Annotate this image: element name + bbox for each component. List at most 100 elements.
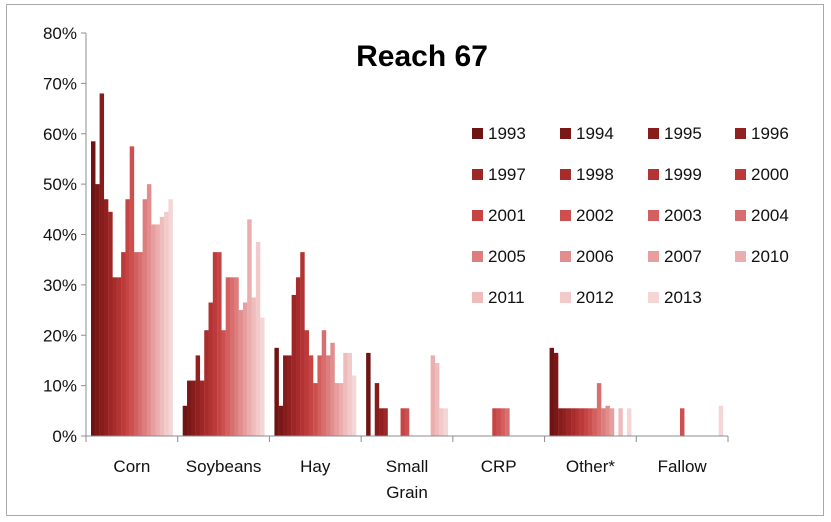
legend-label: 2001 [488,206,526,225]
legend-swatch [648,251,659,262]
bar [164,211,169,436]
bar [343,352,348,436]
legend-label: 2006 [576,247,614,266]
chart-svg: Reach 67 0% 10% 20% 30% 40% 50% 60% 70% 80% Corn So… [43,24,789,502]
legend-swatch [472,292,483,303]
bar [191,380,196,436]
bar [601,408,606,436]
legend-label: 2012 [576,288,614,307]
bar [274,347,279,436]
bar [291,294,297,436]
x-category-label: Other* [566,457,616,476]
bar [605,405,610,436]
bar [326,355,331,436]
bar [99,93,105,436]
legend-label: 2005 [488,247,526,266]
bar [238,310,244,436]
bar [549,347,555,436]
bar [618,408,623,436]
bar [155,224,160,436]
bar [308,355,314,436]
bar [129,146,135,436]
bar [626,408,632,436]
bar [260,317,265,436]
bar [334,383,340,436]
y-tick-label: 30% [43,276,77,295]
bar [187,380,192,436]
legend-label: 2011 [488,288,525,307]
bar [679,408,685,436]
bar [338,383,344,436]
bar [230,277,235,436]
bar [168,199,173,436]
bar [609,408,615,436]
bar [330,342,335,436]
bar [251,297,256,436]
legend-swatch [472,251,483,262]
legend-label: 1993 [488,124,526,143]
bar [95,184,100,437]
bar [142,199,148,436]
bar [583,408,589,436]
bar [404,408,410,436]
bar [138,252,143,436]
bar [278,405,284,436]
chart-frame: Reach 67 0% 10% 20% 30% 40% 50% 60% 70% 80% Corn So… [6,4,824,516]
bar [430,355,436,436]
bar [400,408,405,436]
legend-swatch [648,210,659,221]
bar [208,302,213,436]
legend-label: 1997 [488,165,526,184]
legend-label: 2013 [664,288,702,307]
bar [575,408,580,436]
legend-label: 1996 [751,124,789,143]
bar [347,352,352,436]
legend-swatch [560,251,571,262]
bar [317,355,322,436]
legend-swatch [648,292,659,303]
y-tick-label: 10% [43,377,77,396]
legend-swatch [735,210,746,221]
x-category-label: Hay [300,457,331,476]
bar [159,216,165,436]
bar [579,408,585,436]
bar [204,330,209,436]
legend-label: 2004 [751,206,789,225]
bar [108,211,113,436]
bar [199,380,205,436]
x-category-label: Soybeans [186,457,262,476]
y-tick-label: 40% [43,226,77,245]
legend-swatch [648,169,659,180]
legend-swatch [560,292,571,303]
bar [121,252,126,436]
bar [103,199,109,436]
bar [383,408,388,436]
bar [366,352,371,436]
legend-label: 1999 [664,165,702,184]
bar [91,141,96,436]
bar [125,199,130,436]
bar [321,330,327,436]
bar [553,352,559,436]
legend-label: 2003 [664,206,702,225]
bar [283,355,288,436]
legend-swatch [735,251,746,262]
y-tick-label: 0% [52,427,77,446]
bar [234,277,239,436]
bar [592,408,598,436]
bar [718,405,724,436]
bar [566,408,572,436]
legend-label: 1995 [664,124,702,143]
bar [588,408,593,436]
bar [443,408,449,436]
legend-swatch [560,210,571,221]
bar [195,355,201,436]
legend-label: 1994 [576,124,614,143]
legend-swatch [735,128,746,139]
chart-title: Reach 67 [356,40,488,73]
bar [225,277,231,436]
legend-label: 2000 [751,165,789,184]
legend-swatch [560,169,571,180]
bar [304,330,309,436]
bar [116,277,122,436]
